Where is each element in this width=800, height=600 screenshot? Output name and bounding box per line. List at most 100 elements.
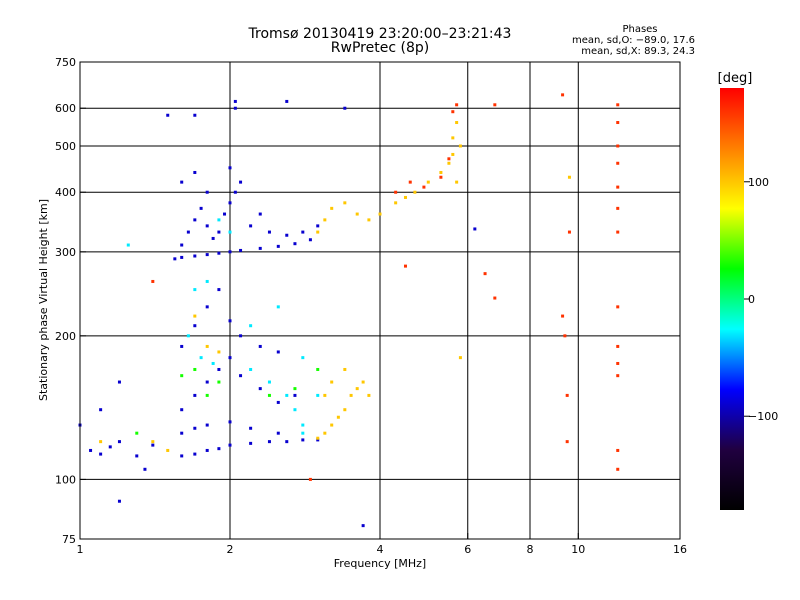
data-point [285,233,289,237]
data-point [258,212,262,216]
data-point [217,367,221,371]
data-point [378,212,382,216]
data-point [616,374,620,378]
data-point [258,387,262,391]
data-point [458,356,462,360]
data-point [267,393,271,397]
data-point [301,438,305,442]
data-point [276,305,280,309]
data-point [267,380,271,384]
data-point [211,236,215,240]
data-point [316,367,320,371]
data-point [293,242,297,246]
data-point [108,445,112,449]
data-point [323,393,327,397]
data-point [616,305,620,309]
data-point [293,408,297,412]
data-point [483,272,487,276]
data-point [330,380,334,384]
data-point [239,248,243,252]
chart-subtitle: RwPretec (8p) [331,40,429,56]
data-point [330,423,334,427]
x-tick-label: 6 [464,543,471,556]
data-point [233,106,237,110]
data-point [99,440,103,444]
data-point [367,218,371,222]
data-point [205,423,209,427]
data-point [166,448,170,452]
data-point [186,334,190,338]
y-tick-label: 200 [55,330,76,343]
data-point [193,426,197,430]
data-point [361,524,365,528]
data-point [403,264,407,268]
x-tick-label: 4 [377,543,384,556]
data-point [223,212,227,216]
data-point [151,440,155,444]
data-point [616,103,620,107]
data-point [343,106,347,110]
data-point [616,144,620,148]
data-point [180,243,184,247]
data-point [293,393,297,397]
data-point [217,380,221,384]
data-point [205,393,209,397]
data-point [199,206,203,210]
data-point [361,380,365,384]
data-point [99,408,103,412]
colorbar-ticks: 100 0 −100 [744,176,778,423]
data-point [565,393,569,397]
data-point [316,438,320,442]
data-point [217,218,221,222]
chart-title: Tromsø 20130419 23:20:00–23:21:43 [248,26,512,42]
data-point [616,206,620,210]
data-point [199,356,203,360]
data-point [180,408,184,412]
data-point [567,230,571,234]
data-point [422,185,426,189]
y-tick-label: 300 [55,246,76,259]
data-point [616,121,620,125]
grid-lines [80,62,680,539]
data-point [394,201,398,205]
x-tick-label: 2 [227,543,234,556]
data-point [493,296,497,300]
data-point [180,344,184,348]
y-tick-label: 600 [55,102,76,115]
data-point [193,452,197,456]
data-point [426,180,430,184]
data-point [276,400,280,404]
data-point [355,212,359,216]
data-point [403,195,407,199]
data-point [276,350,280,354]
phases-box-title: Phases [622,24,657,35]
data-point [267,230,271,234]
data-point [205,380,209,384]
y-tick-label: 75 [62,533,76,546]
data-point [249,441,253,445]
data-point [205,224,209,228]
data-point [349,393,353,397]
data-point [616,448,620,452]
phases-mean-x: mean, sd,X: 89.3, 24.3 [581,46,695,57]
data-point [211,361,215,365]
data-point [301,356,305,360]
data-point [616,230,620,234]
data-point [228,443,232,447]
x-tick-label: 10 [571,543,585,556]
data-point [173,257,177,261]
data-point [343,408,347,412]
data-point [561,93,565,97]
data-point [193,314,197,318]
data-point [455,180,459,184]
data-point [193,218,197,222]
data-point [186,230,190,234]
data-point [473,227,477,231]
data-point [205,344,209,348]
data-point [249,224,253,228]
data-point [126,243,130,247]
data-point [451,110,455,114]
data-point [228,420,232,424]
data-point [217,350,221,354]
